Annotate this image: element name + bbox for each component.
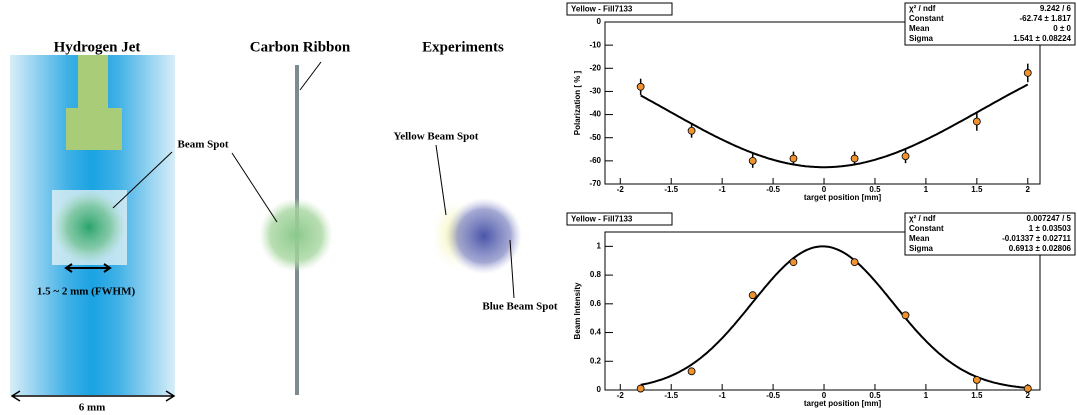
stats-box (904, 212, 1076, 256)
data-point (687, 367, 696, 376)
stats-box (904, 2, 1076, 46)
data-point (972, 117, 981, 126)
x-tick-label: 2 (1026, 391, 1031, 400)
y-tick-label: -40 (589, 110, 601, 119)
label: Blue Beam Spot (482, 301, 558, 313)
data-point (1023, 384, 1032, 393)
jet-beam-spot (53, 191, 125, 263)
y-tick-label: -20 (589, 63, 601, 72)
x-tick-label: 1 (924, 185, 929, 194)
pointer (299, 61, 322, 91)
pointer (435, 144, 447, 216)
pointer (231, 152, 278, 223)
y-tick-label: -10 (589, 40, 601, 49)
stats-value: 1 ± 0.03503 (1029, 224, 1072, 233)
ribbon-beam-spot (259, 198, 333, 272)
x-axis-label: target position [mm] (804, 193, 882, 202)
data-point (850, 258, 859, 267)
stats-name: Sigma (909, 34, 934, 43)
x-tick-label: -1 (719, 185, 727, 194)
data-point (636, 384, 645, 393)
fit-curve (640, 83, 1029, 169)
stats-value: 1.541 ± 0.08224 (1013, 34, 1071, 43)
data-point (789, 154, 798, 163)
stats-value: 0.007247 / 5 (1027, 214, 1072, 223)
x-tick-label: 0.5 (869, 185, 881, 194)
stats-name: χ² / ndf (909, 4, 936, 13)
data-point (636, 82, 645, 91)
pointer (112, 151, 173, 209)
label: Beam Spot (177, 139, 228, 151)
plot-frame (604, 21, 1041, 185)
label: Experiments (422, 39, 504, 55)
plot-frame (604, 231, 1041, 391)
x-tick-label: 1 (924, 391, 929, 400)
x-tick-label: 1.5 (971, 185, 983, 194)
x-axis-label: target position [mm] (804, 399, 882, 408)
x-tick-label: -2 (617, 391, 625, 400)
y-axis-label: Beam Intensity (573, 282, 582, 339)
stats-name: Mean (909, 234, 930, 243)
stats-value: -0.01337 ± 0.02711 (1002, 234, 1071, 243)
data-point (901, 152, 910, 161)
label: Hydrogen Jet (54, 39, 141, 55)
x-tick-label: 0 (822, 391, 827, 400)
y-tick-label: 0.4 (590, 328, 602, 337)
width-arrow (10, 390, 176, 402)
y-tick-label: 1 (597, 241, 602, 250)
y-tick-label: 0 (597, 385, 602, 394)
x-tick-label: 2 (1026, 185, 1031, 194)
label: Yellow Beam Spot (394, 131, 479, 143)
chart-title: Yellow - Fill7133 (571, 5, 633, 14)
label: 6 mm (79, 402, 106, 414)
data-point (748, 156, 757, 165)
stats-name: χ² / ndf (909, 214, 936, 223)
y-tick-label: -50 (589, 133, 601, 142)
y-tick-label: 0.8 (590, 270, 602, 279)
diagram: Hydrogen Jet Carbon Ribbon Experiments B… (10, 39, 558, 414)
stats-name: Constant (909, 14, 944, 23)
data-point (1023, 69, 1032, 77)
label: 1.5 ~ 2 mm (FWHM) (37, 286, 136, 298)
y-tick-label: 0 (597, 17, 602, 26)
x-tick-label: -1.5 (664, 391, 678, 400)
stats-name: Sigma (909, 244, 934, 253)
fwhm-arrow (64, 263, 112, 273)
stats-name: Constant (909, 224, 944, 233)
x-tick-label: -1.5 (664, 185, 678, 194)
x-tick-label: 0 (822, 185, 827, 194)
title-box (566, 2, 673, 16)
pointer (509, 239, 515, 299)
y-tick-label: 0.2 (590, 356, 602, 365)
x-tick-label: 1.5 (971, 391, 983, 400)
y-tick-label: -60 (589, 156, 601, 165)
stats-value: -62.74 ± 1.817 (1019, 14, 1071, 23)
stats-value: 0.6913 ± 0.02806 (1009, 244, 1072, 253)
data-point (850, 154, 859, 163)
data-point (901, 311, 910, 320)
chart-title: Yellow - Fill7133 (571, 215, 633, 224)
data-point (789, 258, 798, 267)
x-tick-label: -0.5 (766, 185, 780, 194)
data-point (748, 291, 757, 300)
title-box (566, 212, 673, 226)
x-tick-label: -0.5 (766, 391, 780, 400)
x-tick-label: -2 (617, 185, 625, 194)
y-axis-label: Polarization [ % ] (573, 70, 582, 135)
nozzle (66, 55, 122, 150)
stats-value: 0 ± 0 (1053, 24, 1071, 33)
stats-value: 9.242 / 6 (1040, 4, 1072, 13)
y-tick-label: -30 (589, 87, 601, 96)
x-tick-label: -1 (719, 391, 727, 400)
y-tick-label: 0.6 (590, 299, 602, 308)
x-tick-label: 0.5 (869, 391, 881, 400)
label: Carbon Ribbon (250, 39, 351, 55)
data-point (972, 376, 981, 384)
stats-name: Mean (909, 24, 930, 33)
data-point (687, 126, 696, 135)
y-tick-label: -70 (589, 179, 601, 188)
blue-beam-spot (446, 198, 522, 274)
fit-curve (640, 245, 1028, 389)
